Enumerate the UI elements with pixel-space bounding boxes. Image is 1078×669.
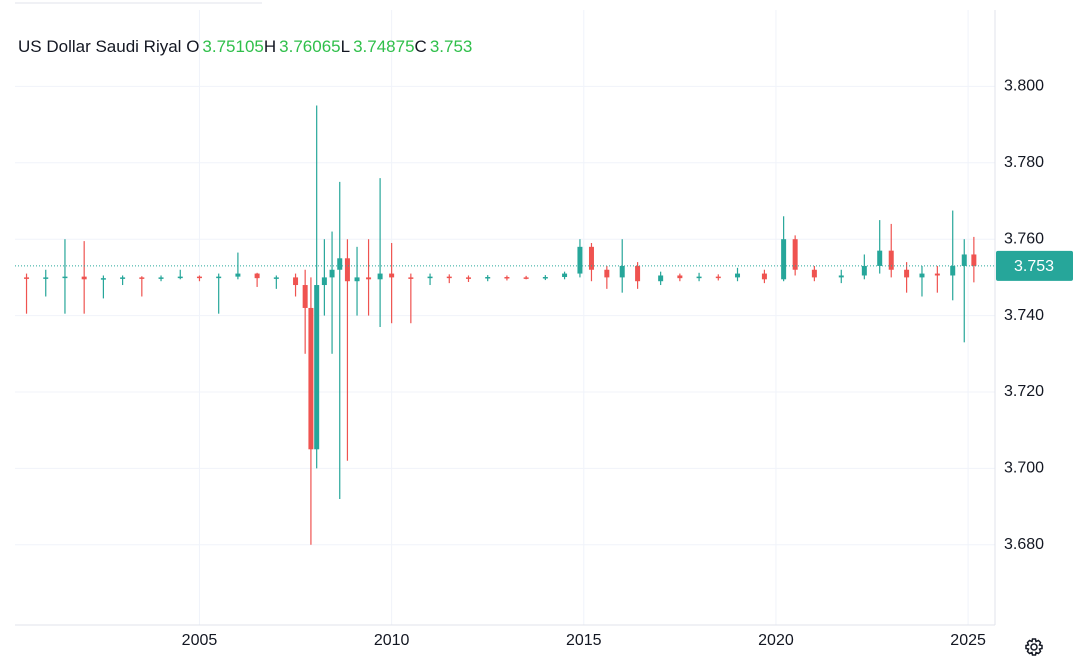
candle-body [542,277,548,279]
candle-body [43,277,49,279]
candle-body [427,276,433,279]
candle-body [177,276,183,279]
candle-body [389,273,395,278]
last-price-label: 3.753 [1014,258,1054,275]
candle-body [465,277,471,279]
ohlc-value: 3.753 [429,37,473,56]
candle-body [302,285,308,308]
ohlc-label: C [414,37,427,56]
candle-body [792,239,798,270]
candle-body [254,273,260,279]
legend: US Dollar Saudi Riyal O 3.75105H 3.76065L 3… [18,37,472,57]
grid [15,10,995,625]
candle-body [761,273,767,280]
candle-body [273,277,279,279]
candle-body [354,277,360,282]
candle-body [62,276,68,279]
candle-body [366,277,372,280]
candle-body [658,275,664,282]
settings-icon-hub[interactable] [1030,643,1038,651]
ohlc-value: 3.74875 [353,37,415,56]
candle-body [588,246,594,270]
candle-body [504,277,510,279]
candle-body [838,275,844,278]
candle-body [308,307,314,450]
candle-body [888,250,894,270]
candle-body [100,278,106,280]
x-tick-label: 2010 [374,632,410,649]
candle-body [715,276,721,279]
candle-body [408,277,414,279]
y-tick-label: 3.760 [1004,230,1044,247]
candle-body [120,277,126,279]
candle-body [934,273,940,276]
settings-icon-cog[interactable] [1025,638,1043,656]
y-tick-label: 3.680 [1004,536,1044,553]
candle-body [293,277,299,286]
candle-body [961,254,967,266]
candle-body [635,265,641,282]
candle-body [158,277,164,279]
candle-body [811,269,817,278]
settings-icon[interactable] [1025,638,1043,656]
candle-body [139,277,145,279]
candle-body [321,277,327,286]
candle-body [485,277,491,279]
candle-body [919,273,925,278]
x-tick-label: 2015 [566,632,602,649]
candle-body [446,276,452,279]
candle-body [235,273,241,277]
x-tick-label: 2025 [950,632,986,649]
candle-body [344,258,350,282]
candle-body [216,276,222,279]
x-tick-label: 2020 [758,632,794,649]
ohlc-label: O [186,37,200,56]
candle-body [950,265,956,276]
y-tick-label: 3.720 [1004,383,1044,400]
last-price-box [996,250,1073,281]
candle-body [377,273,383,280]
ohlc-value: 3.76065 [279,37,341,56]
candle-body [971,254,977,266]
ohlc-value: 3.75105 [202,37,264,56]
candle-body [562,273,568,278]
candle-body [329,269,335,278]
candle-body [781,239,787,280]
symbol-name: US Dollar Saudi Riyal [18,37,182,56]
x-tick-label: 2005 [182,632,218,649]
ohlc-label: H [263,37,277,56]
candle-body [337,258,343,270]
candle-body [523,277,529,279]
candle-body [81,276,87,280]
candle-body [877,250,883,266]
candle-body [24,277,30,279]
candle-body [696,276,702,279]
candle-body [619,265,625,278]
y-tick-label: 3.800 [1004,78,1044,95]
ohlc-label: L [340,37,351,56]
y-tick-label: 3.780 [1004,154,1044,171]
y-tick-label: 3.740 [1004,307,1044,324]
candle-body [735,273,741,278]
candle-body [861,265,867,276]
candle-body [604,269,610,278]
candle-body [314,285,320,450]
candle-body [904,269,910,278]
candle-body [577,246,583,274]
y-tick-label: 3.700 [1004,460,1044,477]
candle-body [677,275,683,279]
candle-body [196,276,202,279]
